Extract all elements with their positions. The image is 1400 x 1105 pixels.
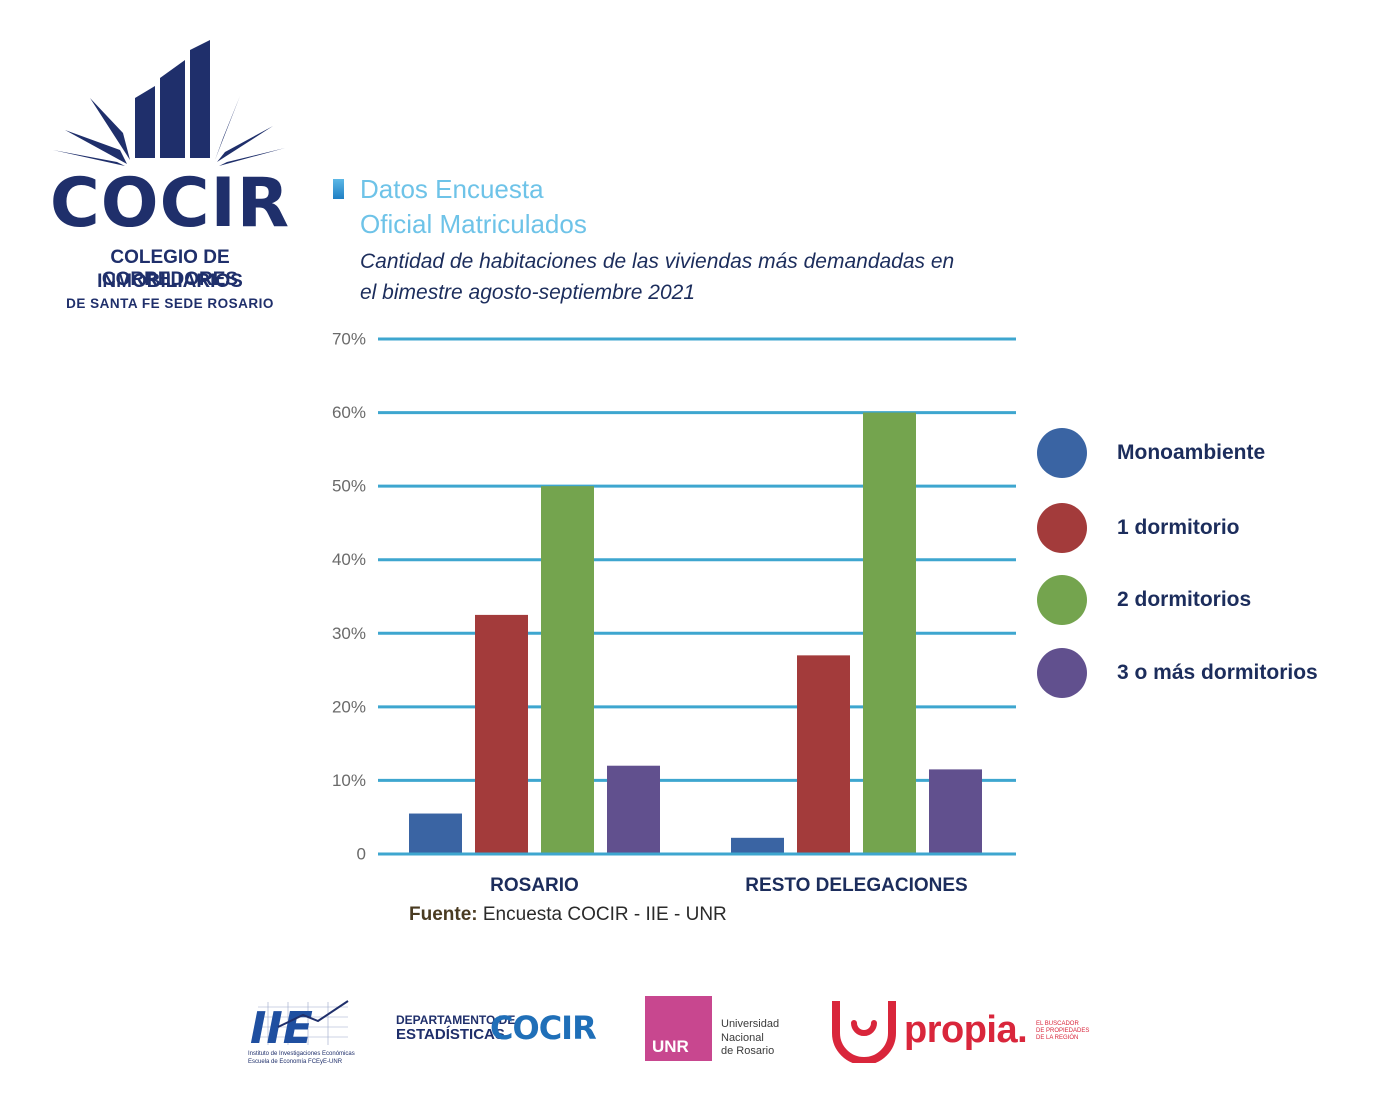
bar	[607, 765, 660, 853]
logo-wordmark: COCIR	[49, 164, 291, 243]
y-tick-label: 10%	[332, 771, 366, 790]
unr-line-1: Universidad	[721, 1018, 780, 1030]
y-axis-ticks: 0 10% 20% 30% 40% 50% 60% 70%	[332, 330, 366, 864]
propia-wordmark: propia.	[904, 1009, 1028, 1051]
bar	[475, 614, 528, 853]
y-tick-label: 20%	[332, 697, 366, 716]
bar	[409, 813, 462, 853]
y-tick-label: 70%	[332, 330, 366, 349]
legend-swatch	[1037, 575, 1087, 625]
iie-caption-1: Instituto de Investigaciones Económicas	[248, 1051, 355, 1057]
unr-line-3: de Rosario	[721, 1045, 775, 1057]
iie-caption-2: Escuela de Economía FCEyE-UNR	[248, 1059, 343, 1065]
logo-line-2: INMOBILIARIOS	[97, 271, 243, 292]
y-tick-label: 60%	[332, 403, 366, 422]
y-tick-label: 0	[357, 845, 366, 864]
logo-line-1: COLEGIO DE CORREDORES	[101, 247, 239, 290]
legend-swatch	[1037, 503, 1087, 553]
dept-brand: COCIR	[490, 1009, 597, 1047]
dept-line-2: ESTADÍSTICAS	[396, 1026, 505, 1043]
chart-title-line-2: Oficial Matriculados	[360, 209, 587, 239]
propia-logo-mark	[832, 1001, 896, 1063]
propia-tagline-3: DE LA REGIÓN	[1036, 1035, 1079, 1041]
legend-swatch	[1037, 428, 1087, 478]
legend-item-2-dormitorios: 2 dormitorios	[1037, 575, 1367, 625]
legend-swatch	[1037, 648, 1087, 698]
x-category-label: RESTO DELEGACIONES	[745, 875, 967, 896]
chart-subtitle-line-1: Cantidad de habitaciones de las vivienda…	[360, 250, 955, 273]
y-tick-label: 30%	[332, 624, 366, 643]
dept-line-1: DEPARTAMENTO DE	[396, 1013, 516, 1027]
source-text: Encuesta COCIR - IIE - UNR	[477, 904, 727, 925]
chart-subtitle-line-2: el bimestre agosto-septiembre 2021	[360, 281, 696, 304]
bar	[929, 769, 982, 853]
gridlines	[378, 337, 1016, 856]
logo-line-3: DE SANTA FE SEDE ROSARIO	[66, 296, 274, 311]
iie-logo: IIE	[250, 1000, 349, 1054]
unr-logo-box	[645, 996, 712, 1061]
x-category-label: ROSARIO	[490, 875, 579, 896]
propia-tagline-1: EL BUSCADOR	[1036, 1021, 1079, 1027]
propia-tagline-2: DE PROPIEDADES	[1036, 1028, 1090, 1034]
y-tick-label: 40%	[332, 550, 366, 569]
legend-item-3-o-mas-dormitorios: 3 o más dormitorios	[1037, 648, 1367, 698]
bars	[409, 412, 982, 853]
y-tick-label: 50%	[332, 477, 366, 496]
legend-item-monoambiente: Monoambiente	[1037, 428, 1367, 478]
title-marker	[333, 179, 344, 199]
bar	[731, 837, 784, 853]
x-axis-categories: ROSARIO RESTO DELEGACIONES	[490, 875, 968, 896]
legend-label: 3 o más dormitorios	[1117, 661, 1318, 684]
bar	[541, 486, 594, 853]
legend-label: 1 dormitorio	[1117, 516, 1240, 539]
cocir-logo-emblem	[53, 40, 285, 166]
unr-line-2: Nacional	[721, 1032, 764, 1044]
source-note: Fuente: Encuesta COCIR - IIE - UNR	[409, 904, 727, 926]
source-label: Fuente:	[409, 904, 478, 925]
iie-mark: IIE	[250, 1003, 313, 1054]
chart-title-line-1: Datos Encuesta	[360, 174, 544, 204]
legend-label: Monoambiente	[1117, 441, 1266, 464]
legend-label: 2 dormitorios	[1117, 588, 1252, 611]
legend-item-1-dormitorio: 1 dormitorio	[1037, 503, 1367, 553]
bar	[863, 412, 916, 853]
unr-box-text: UNR	[652, 1037, 689, 1056]
bar	[797, 655, 850, 853]
